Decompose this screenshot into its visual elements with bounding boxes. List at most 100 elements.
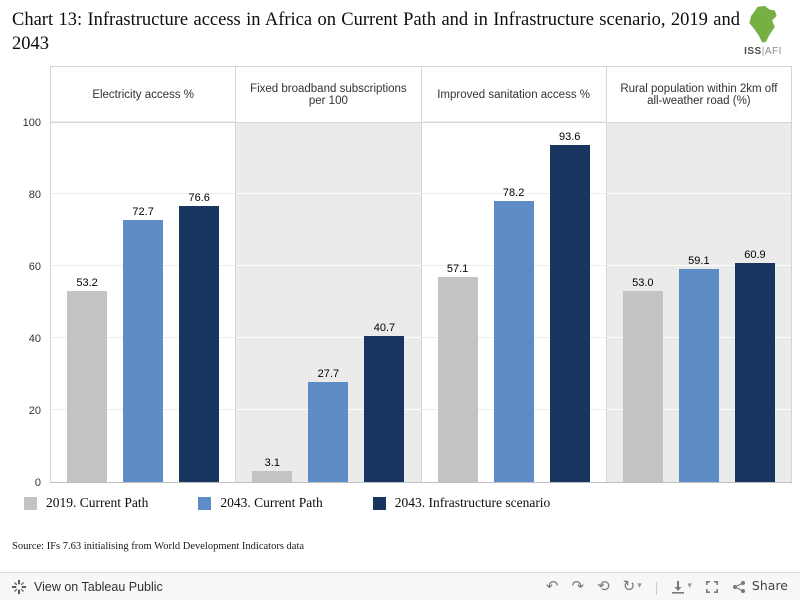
grid-line (51, 193, 236, 195)
bar[interactable] (734, 262, 775, 483)
bar[interactable] (252, 470, 293, 483)
bar[interactable] (493, 200, 534, 483)
source-note: Source: IFs 7.63 initialising from World… (12, 541, 305, 553)
bar-value-label: 53.0 (632, 277, 654, 290)
bar-group: 53.0 (622, 123, 663, 483)
y-tick-label: 0 (34, 477, 41, 490)
bar-group: 72.7 (123, 123, 164, 483)
logo-divider: | (761, 46, 765, 57)
legend-item[interactable]: 2043. Current Path (198, 495, 323, 511)
legend-item[interactable]: 2043. Infrastructure scenario (372, 495, 551, 511)
panels: Electricity access % Fixed broadband subs… (50, 66, 792, 484)
legend: 2019. Current Path 2043. Current Path 2043… (10, 483, 792, 511)
page-title: Chart 13: Infrastructure access in Afric… (12, 10, 740, 55)
africa-map-icon (749, 5, 777, 43)
caret-down-icon: ▾ (687, 581, 692, 591)
bar-value-label: 78.2 (502, 186, 525, 199)
panel-plot: 53.2 72.7 76.6 (50, 121, 236, 483)
bar-group: 78.2 (493, 123, 534, 483)
undo-icon: ↶ (545, 577, 559, 595)
bar-value-label: 27.7 (317, 368, 340, 381)
bar[interactable] (308, 382, 349, 483)
legend-swatch (24, 496, 37, 510)
download-button[interactable]: ▾ (671, 580, 692, 594)
panel-header: Electricity access % (50, 67, 236, 123)
refresh-button[interactable]: ↻ ▾ (623, 579, 642, 594)
grid-line (236, 265, 421, 267)
bar[interactable] (364, 335, 405, 483)
refresh-icon: ↻ (622, 577, 636, 595)
bar[interactable] (622, 291, 663, 483)
redo-icon: ↷ (571, 577, 585, 595)
bar-group: 40.7 (364, 123, 405, 483)
bar-group: 27.7 (308, 123, 349, 483)
panel-header-row: Electricity access % Fixed broadband subs… (50, 66, 792, 124)
bar-value-label: 53.2 (76, 276, 98, 289)
y-axis-column: 0 20 40 60 80 100 (10, 66, 50, 489)
toolbar-divider: | (654, 578, 659, 595)
view-on-tableau[interactable]: View on Tableau Public (12, 579, 163, 594)
panel-plot-row: 53.2 72.7 76.6 3.1 27.7 40.7 57.1 78.2 93.6 53.0 5… (50, 121, 792, 484)
y-tick-label: 40 (28, 333, 41, 346)
bar-group: 53.2 (67, 123, 108, 483)
bar[interactable] (678, 269, 719, 483)
legend-swatch (198, 496, 212, 510)
bar-value-label: 40.7 (373, 321, 396, 334)
bar-value-label: 76.6 (188, 192, 210, 205)
download-icon (672, 580, 685, 594)
bar-group: 76.6 (179, 123, 220, 483)
legend-label: 2043. Current Path (220, 495, 323, 511)
reset-icon: ⟲ (597, 577, 610, 595)
panel-plot: 57.1 78.2 93.6 (420, 121, 606, 483)
undo-button[interactable]: ↶ (546, 579, 559, 594)
grid-line (51, 121, 236, 123)
bar-value-label: 60.9 (744, 248, 766, 261)
y-tick-label: 80 (28, 189, 41, 202)
redo-button[interactable]: ↷ (571, 579, 584, 594)
share-button[interactable]: Share (732, 580, 788, 594)
grid-line (606, 265, 791, 267)
iss-afi-logo: ISS|AFI (735, 5, 791, 57)
logo-text: ISS|AFI (735, 46, 791, 57)
grid-line (606, 121, 791, 123)
share-icon (732, 580, 745, 593)
grid-line (236, 121, 421, 123)
tableau-toolbar: View on Tableau Public ↶ ↷ ⟲ ↻ ▾ | ▾ (0, 572, 800, 600)
bar-group: 60.9 (734, 123, 775, 483)
logo-org: ISS (744, 46, 762, 57)
panel-header: Rural population within 2km off all-weat… (605, 67, 792, 123)
bar-group: 59.1 (678, 123, 719, 483)
grid-line (606, 193, 791, 195)
legend-item[interactable]: 2019. Current Path (24, 495, 148, 511)
y-tick-label: 60 (28, 261, 41, 274)
y-axis: 0 20 40 60 80 100 (10, 117, 41, 489)
view-on-tableau-label: View on Tableau Public (34, 579, 163, 594)
bar-value-label: 3.1 (264, 456, 280, 469)
bar-value-label: 72.7 (132, 206, 154, 219)
panel-header: Improved sanitation access % (420, 67, 606, 123)
y-tick-label: 20 (28, 405, 41, 418)
bar[interactable] (437, 276, 478, 483)
bar[interactable] (549, 145, 590, 483)
bar-group: 93.6 (549, 123, 590, 483)
reset-button[interactable]: ⟲ (597, 579, 610, 594)
panel-header: Fixed broadband subscriptions per 100 (235, 67, 421, 123)
bar-value-label: 59.1 (688, 255, 710, 268)
panel-plot: 53.0 59.1 60.9 (605, 121, 792, 483)
logo-unit: AFI (764, 46, 782, 57)
toolbar-actions: ↶ ↷ ⟲ ↻ ▾ | ▾ Share (546, 579, 788, 595)
share-label: Share (751, 578, 788, 594)
bar[interactable] (67, 290, 108, 483)
caret-down-icon: ▾ (637, 581, 642, 591)
fullscreen-button[interactable] (705, 580, 719, 594)
bar-group: 3.1 (252, 123, 293, 483)
bar[interactable] (179, 206, 220, 483)
fullscreen-icon (705, 580, 718, 593)
tableau-logo-icon (12, 579, 26, 594)
legend-swatch (372, 496, 386, 510)
panel-plot: 3.1 27.7 40.7 (235, 121, 421, 483)
bar[interactable] (123, 220, 164, 483)
y-tick-label: 100 (22, 117, 41, 130)
legend-label: 2043. Infrastructure scenario (394, 495, 551, 511)
chart: 0 20 40 60 80 100 Electricity access % Fixed b… (10, 66, 792, 511)
